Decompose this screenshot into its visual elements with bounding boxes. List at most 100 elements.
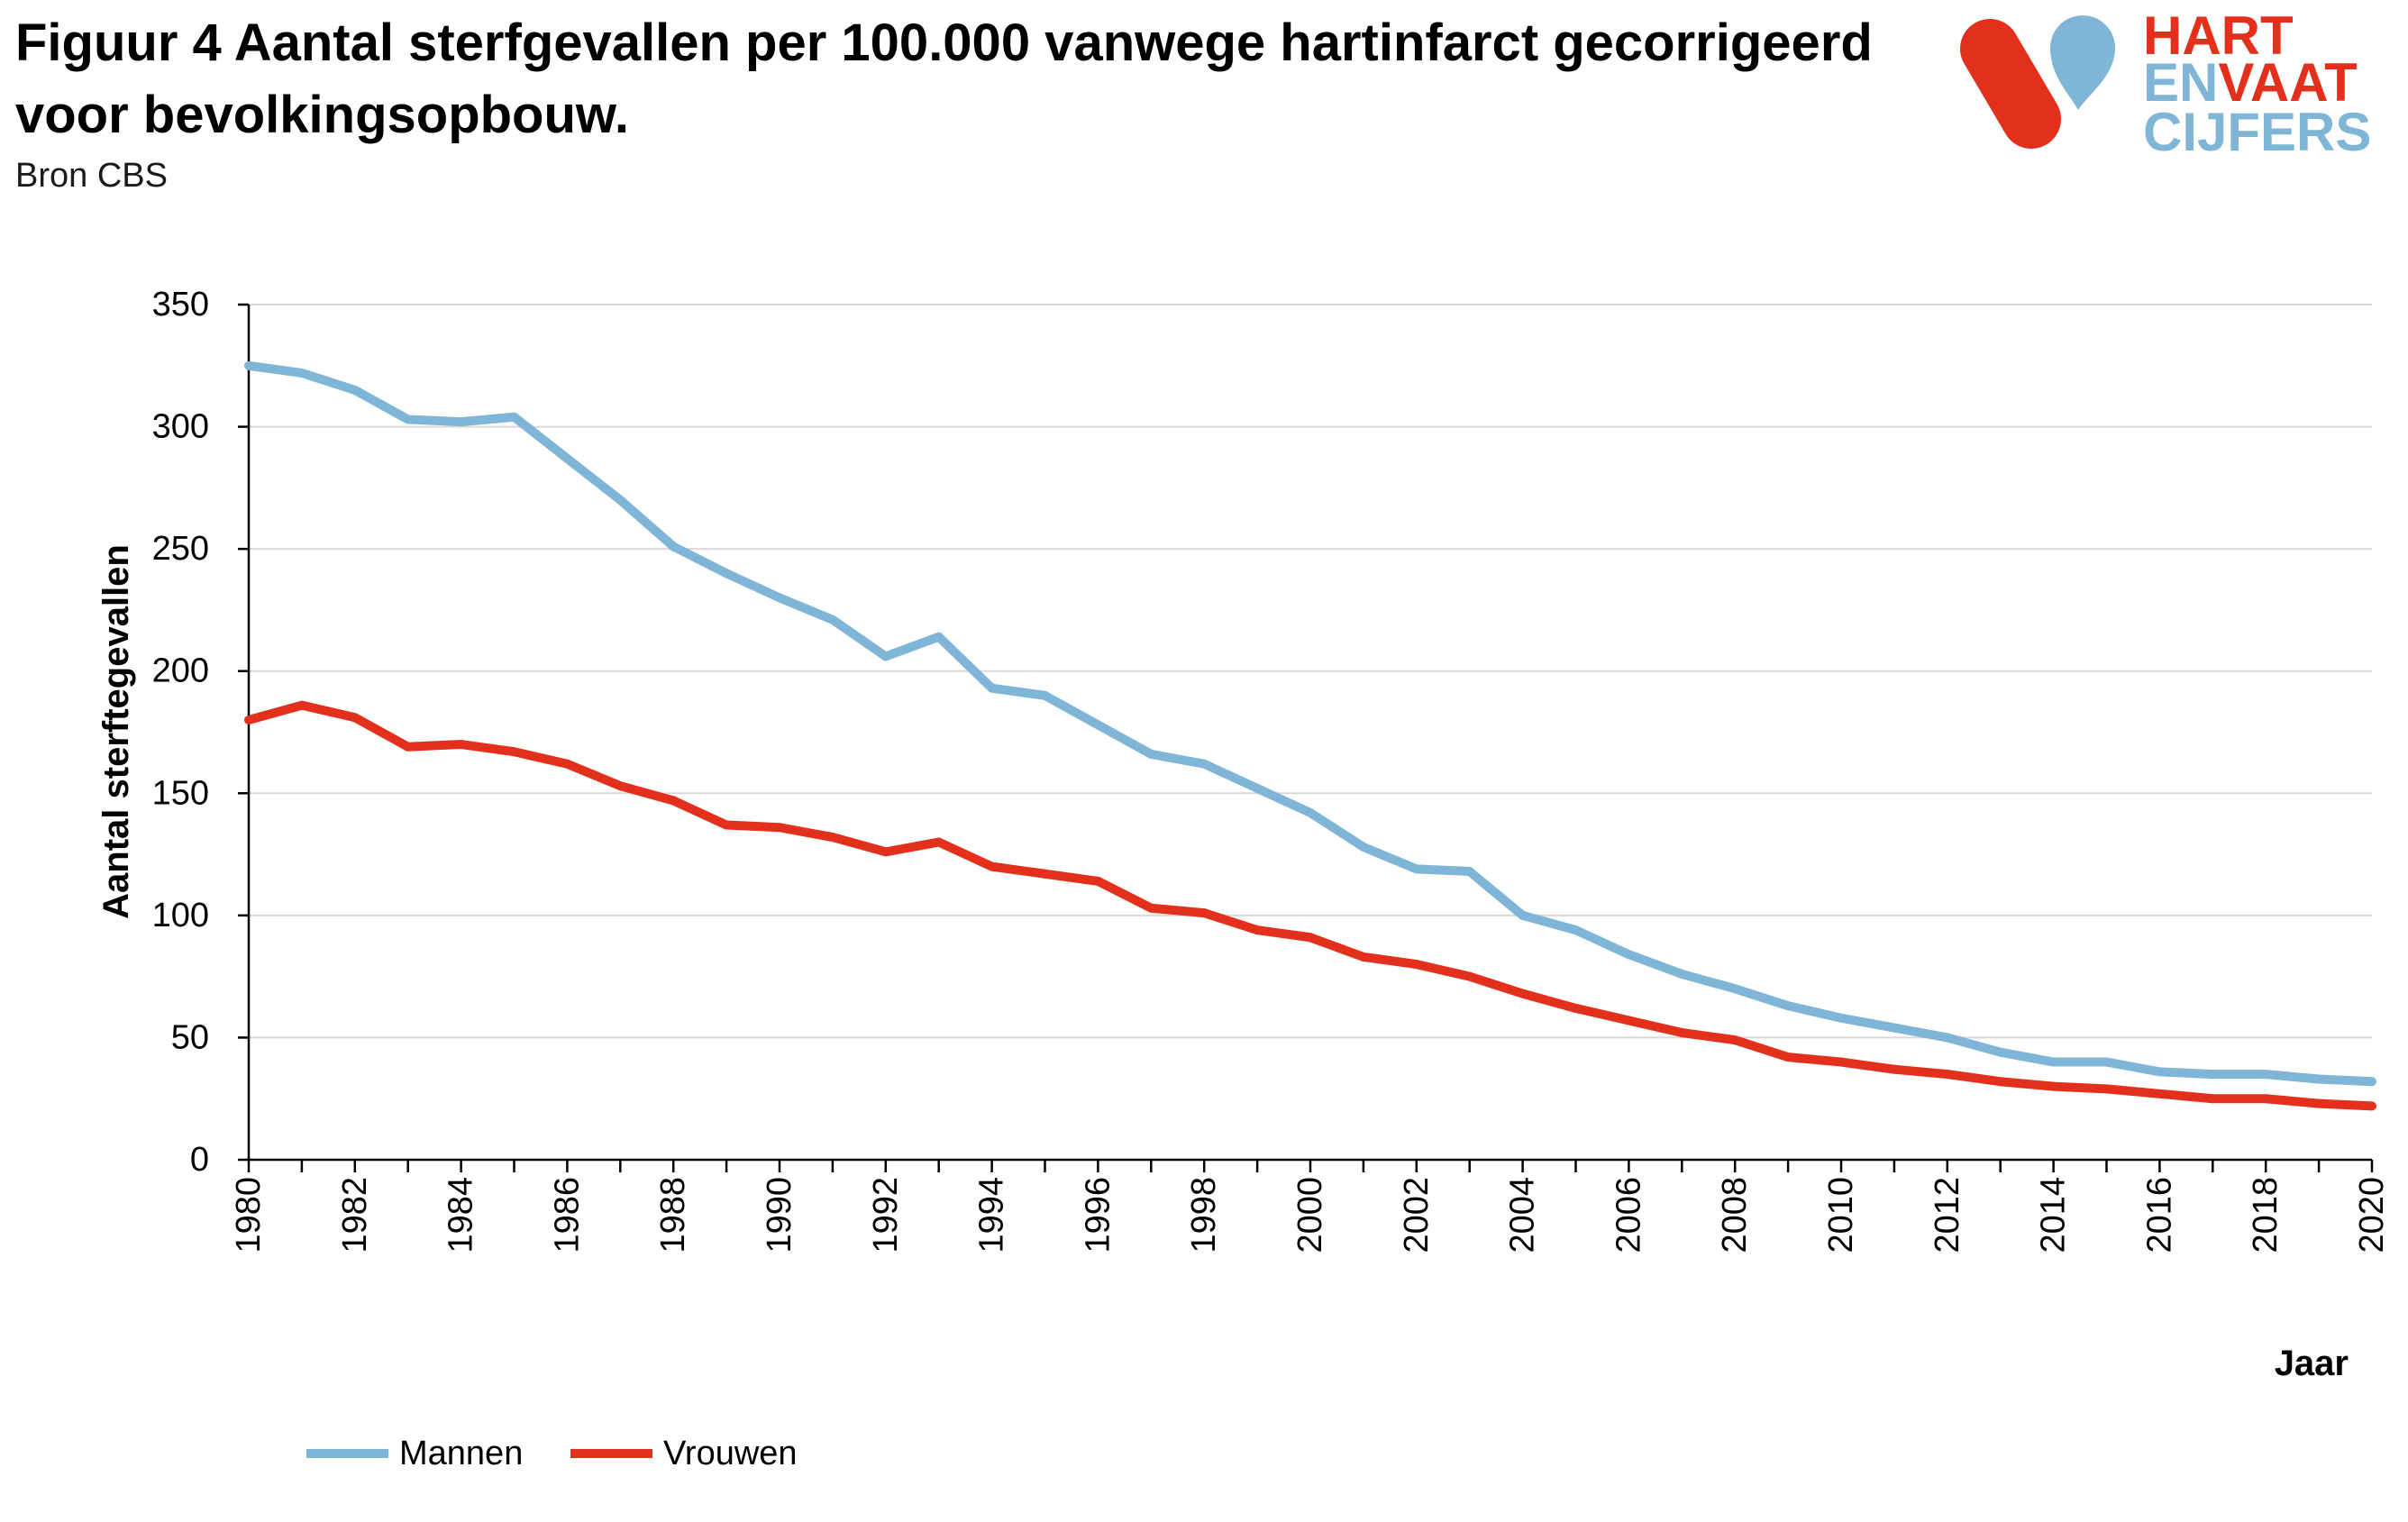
y-tick-label: 100 — [152, 897, 209, 934]
data-point — [1146, 903, 1156, 913]
data-point — [1464, 971, 1474, 981]
data-point — [1093, 720, 1103, 730]
x-tick-label: 2018 — [2247, 1177, 2285, 1253]
data-point — [1518, 910, 1528, 920]
data-point — [1730, 984, 1740, 994]
logo: HART ENVAAT CIJFERS — [1960, 5, 2371, 162]
logo-text-hart: HART — [2143, 5, 2294, 66]
data-point — [2155, 1089, 2165, 1098]
data-point — [509, 412, 519, 422]
data-point — [2208, 1070, 2218, 1080]
series — [244, 360, 2376, 1111]
data-point — [1995, 1047, 2005, 1057]
y-axis-title: Aantal sterftegevallen — [96, 544, 136, 919]
data-point — [987, 683, 997, 693]
data-point — [1889, 1064, 1899, 1074]
x-tick-label: 2002 — [1398, 1177, 1436, 1253]
data-point — [1837, 1057, 1846, 1067]
data-point — [1571, 925, 1581, 935]
legend-item-mannen: Mannen — [306, 1435, 523, 1472]
chart-source: Bron CBS — [15, 157, 168, 195]
data-point — [775, 823, 784, 833]
data-point — [456, 740, 466, 750]
data-point — [2314, 1074, 2324, 1084]
data-point — [350, 713, 360, 723]
data-point — [1146, 749, 1156, 759]
y-tick-label: 300 — [152, 408, 209, 446]
x-tick-label: 1982 — [336, 1177, 374, 1253]
y-tick-label: 200 — [152, 652, 209, 690]
data-point — [934, 632, 944, 642]
x-axis-ticks: 1980 1982 1984 1986 1988 1990 1992 1994 1996 1998… — [230, 1160, 2391, 1253]
y-tick-label: 250 — [152, 530, 209, 568]
x-tick-label: 1988 — [654, 1177, 692, 1253]
logo-pill-shape — [1960, 19, 2061, 149]
x-tick-label: 1994 — [973, 1177, 1011, 1253]
data-point — [1571, 1003, 1581, 1013]
data-point — [987, 861, 997, 871]
x-tick-label: 1998 — [1185, 1177, 1223, 1253]
data-point — [1411, 960, 1421, 970]
page-title: Figuur 4 Aantal sterfgevallen per 100.00… — [15, 14, 1873, 144]
y-axis-ticks: 0 50 100 150 200 250 300 350 — [152, 286, 249, 1179]
data-point — [1199, 908, 1209, 918]
data-point — [296, 700, 306, 710]
x-tick-label: 1986 — [548, 1177, 586, 1253]
series-points-vrouwen — [244, 700, 2376, 1111]
logo-text-envaat: ENVAAT — [2143, 52, 2358, 113]
data-point — [616, 495, 625, 505]
data-point — [1677, 1028, 1687, 1038]
data-point — [244, 715, 253, 725]
data-point — [827, 833, 837, 843]
data-point — [1995, 1077, 2005, 1087]
data-point — [1783, 1053, 1793, 1062]
series-line-mannen — [248, 360, 2373, 1087]
legend-label: Vrouwen — [663, 1435, 798, 1472]
data-point — [827, 615, 837, 624]
data-point — [1942, 1033, 1952, 1043]
x-tick-label: 2006 — [1610, 1177, 1647, 1253]
data-point — [1253, 783, 1263, 793]
data-point — [2367, 1101, 2376, 1111]
series-points-mannen — [244, 360, 2376, 1087]
x-tick-label: 1984 — [442, 1177, 480, 1253]
data-point — [1837, 1013, 1846, 1023]
data-point — [2048, 1057, 2058, 1067]
data-point — [509, 747, 519, 757]
y-tick-label: 350 — [152, 286, 209, 324]
data-point — [1677, 969, 1687, 979]
data-point — [350, 385, 360, 395]
x-tick-label: 2020 — [2353, 1177, 2391, 1253]
data-point — [1093, 876, 1103, 886]
data-point — [403, 415, 413, 424]
legend: Mannen Vrouwen — [306, 1435, 798, 1472]
data-point — [669, 542, 679, 551]
data-point — [2261, 1094, 2271, 1104]
gridlines — [249, 304, 2372, 1039]
data-point — [934, 837, 944, 847]
data-point — [1624, 950, 1634, 960]
x-axis-title: Jaar — [2275, 1344, 2349, 1383]
data-point — [1358, 952, 1368, 962]
data-point — [1040, 690, 1050, 700]
x-tick-label: 1990 — [761, 1177, 798, 1253]
data-point — [669, 796, 679, 806]
logo-text-en: EN — [2143, 52, 2218, 113]
x-tick-label: 2012 — [1929, 1177, 1966, 1253]
data-point — [1358, 842, 1368, 852]
data-point — [1942, 1070, 1952, 1080]
x-tick-label: 1980 — [230, 1177, 268, 1253]
data-point — [775, 593, 784, 603]
legend-label: Mannen — [399, 1435, 523, 1472]
x-tick-label: 2008 — [1716, 1177, 1754, 1253]
data-point — [1730, 1035, 1740, 1045]
data-point — [722, 569, 732, 579]
data-point — [2367, 1077, 2376, 1087]
data-point — [296, 368, 306, 378]
logo-text-cijfers: CIJFERS — [2143, 102, 2371, 162]
data-point — [2048, 1081, 2058, 1091]
data-point — [2261, 1070, 2271, 1080]
data-point — [562, 759, 572, 769]
data-point — [244, 360, 253, 370]
